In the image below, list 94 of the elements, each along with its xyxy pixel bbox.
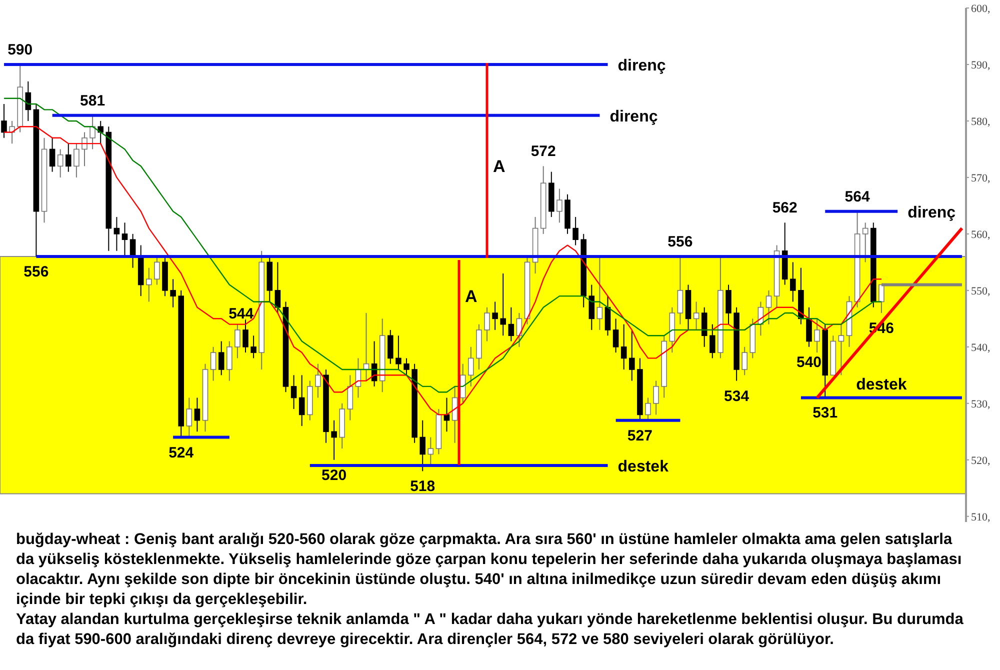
candlestick xyxy=(122,222,128,258)
candlestick xyxy=(693,301,700,330)
text: 534 xyxy=(724,388,750,405)
candlestick xyxy=(404,358,410,376)
candlestick xyxy=(588,284,595,330)
text: 572 xyxy=(530,143,556,160)
candlestick xyxy=(814,318,820,354)
candlestick xyxy=(500,272,506,336)
candlestick xyxy=(460,363,466,404)
y-tick-label: 550, xyxy=(971,285,990,298)
candlestick xyxy=(1,104,7,138)
candlestick xyxy=(146,267,152,302)
candlestick xyxy=(186,397,192,438)
y-tick-label: 520, xyxy=(971,454,990,467)
candlestick xyxy=(290,374,297,410)
text: 556 xyxy=(668,234,693,251)
candlestick xyxy=(742,346,748,376)
candlestick xyxy=(396,335,402,370)
candlestick xyxy=(508,306,514,342)
series-label: direnç xyxy=(908,204,956,222)
candlestick xyxy=(66,143,72,172)
candlestick xyxy=(250,335,256,359)
text: 562 xyxy=(772,200,798,217)
candlestick xyxy=(806,306,812,348)
text: 527 xyxy=(627,427,652,444)
text: 590 xyxy=(8,41,33,58)
text: 518 xyxy=(410,478,436,496)
candlestick xyxy=(315,363,321,398)
text: 540 xyxy=(796,354,822,371)
candlestick xyxy=(98,120,104,144)
candlestick xyxy=(234,324,240,359)
candlestick xyxy=(604,296,611,336)
candlestick xyxy=(82,132,88,167)
candlestick xyxy=(331,420,337,460)
candlestick xyxy=(194,397,200,432)
candlestick xyxy=(347,374,354,421)
text: 556 xyxy=(24,264,49,281)
candlestick xyxy=(653,380,659,416)
text: 564 xyxy=(844,188,870,206)
candlestick xyxy=(645,397,651,421)
candlestick xyxy=(74,143,80,178)
y-tick-label: 590, xyxy=(971,59,990,72)
candlestick xyxy=(629,329,635,382)
text: Yatay alandan kurtulma gerçekleşirse teknik anlamda " A " kadar daha yukarı yönde hareketlenme beklentisi oluşur. Bu durumda da fiyat 590-600 aralığındaki direnç devreye girecektir. Ara dirençler 564, 572 ve 580 seviyeleri olarak görülüyor. xyxy=(16,610,964,650)
y-tick-label: 510, xyxy=(971,511,990,524)
candlestick xyxy=(612,318,619,354)
text: 544 xyxy=(228,305,254,322)
candlestick xyxy=(274,262,281,314)
candlestick xyxy=(57,148,64,178)
candlestick xyxy=(492,301,498,330)
candlestick xyxy=(49,137,56,172)
candlestick xyxy=(862,222,868,263)
candlestick xyxy=(388,329,394,364)
y-tick-label: 570, xyxy=(971,172,990,184)
candlestick xyxy=(420,420,426,472)
candlestick xyxy=(298,374,305,426)
candlestick xyxy=(114,216,120,252)
annotation: A xyxy=(493,157,506,176)
candlestick xyxy=(790,262,796,302)
candlestick xyxy=(242,318,248,354)
text: 531 xyxy=(812,404,838,422)
series-label: direnç xyxy=(610,108,658,126)
text: 520 xyxy=(322,466,347,484)
candlestick xyxy=(218,340,224,376)
y-tick-label: 540, xyxy=(971,342,990,354)
candlestick xyxy=(710,324,716,359)
candlestick xyxy=(210,346,216,382)
candlestick xyxy=(428,436,434,466)
candlestick xyxy=(170,278,176,308)
candlestick xyxy=(468,346,474,387)
candlestick xyxy=(484,306,490,342)
candlestick xyxy=(556,188,562,224)
candlestick xyxy=(226,340,232,382)
candlestick xyxy=(701,306,708,348)
y-tick-label: 530, xyxy=(971,398,990,410)
text: buğday-wheat : Geniş bant aralığı 520-560 olarak göze çarpmakta. Ara sıra 560' ın üstüne hamleler olmakta ama gelen satışlarla da yükseliş kösteklenmekte. Yükseliş hamlelerinde göze çarpan konu tepelerin her seferinde daha yukarıda oluşmaya başlaması olacaktır. Aynı şekilde son dipte bir öncekinin üstünde oluştu. 540' ın altına inilmedikçe uzun süredir devam eden düşüş akımı içinde bir tepki çıkışı da gerçekleşebilir. xyxy=(16,530,963,610)
series-label: destek xyxy=(618,458,669,476)
candlestick xyxy=(572,216,578,246)
candlestick xyxy=(154,256,160,286)
series-label: destek xyxy=(856,376,907,394)
candlestick xyxy=(726,284,732,325)
annotation: A xyxy=(465,287,478,306)
candlestick xyxy=(90,114,96,150)
candlestick xyxy=(620,324,627,370)
text: 524 xyxy=(168,444,194,462)
y-tick-label: 580, xyxy=(971,116,990,128)
candlestick xyxy=(596,256,603,330)
candlestick xyxy=(838,324,844,376)
candlestick xyxy=(677,256,684,325)
text: 581 xyxy=(80,92,106,110)
y-tick-label: 560, xyxy=(971,228,990,241)
y-tick-label: 600, xyxy=(971,2,990,15)
series-label: direnç xyxy=(618,57,666,74)
candlestick xyxy=(766,290,772,325)
